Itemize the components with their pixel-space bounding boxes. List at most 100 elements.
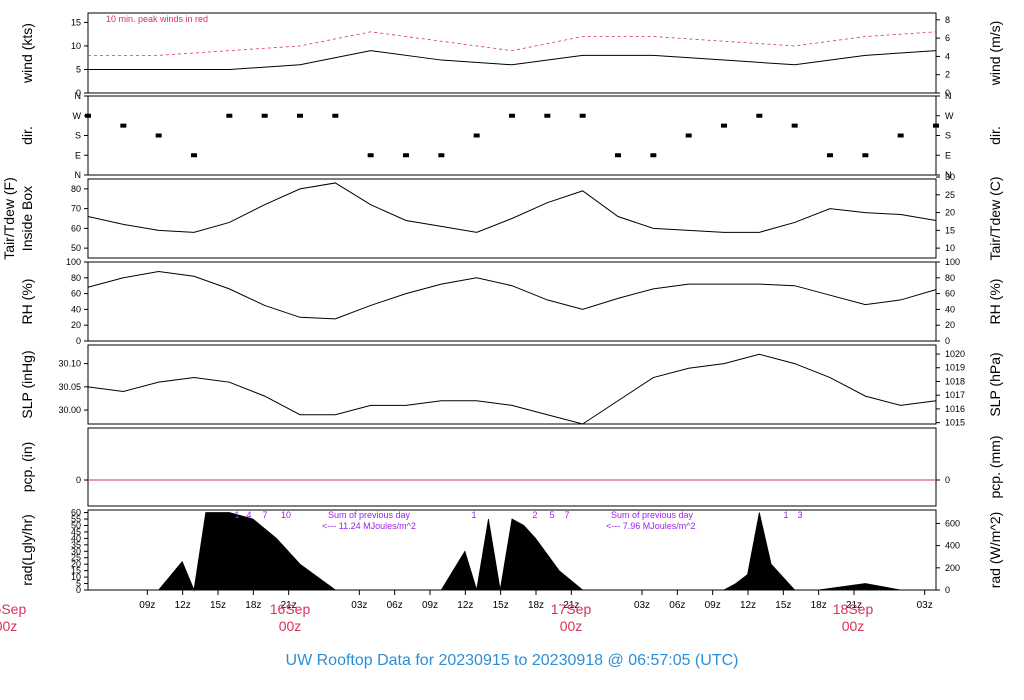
dir-point: [933, 123, 939, 128]
left-tick-label: 25: [71, 553, 81, 563]
series-line-temp: [87, 182, 937, 233]
panel-frame-wind: [87, 12, 937, 94]
x-tick-label: 21z: [846, 600, 862, 611]
dir-point: [473, 133, 480, 138]
right-tick-label: 200: [945, 563, 960, 573]
rad-sum1-b: <--- 11.24 MJoules/m^2: [322, 521, 416, 531]
radiation-area: [88, 512, 936, 592]
left-tick-label: 80: [71, 184, 81, 194]
ylabel-right-wind: wind (m/s): [987, 21, 1003, 87]
left-tick-label: 70: [71, 204, 81, 214]
right-tick-label: 30: [945, 172, 955, 182]
x-tick-label: 18z: [811, 600, 827, 611]
right-tick-label: 15: [945, 225, 955, 235]
left-tick-label: 0: [76, 585, 81, 595]
x-tick-label: 12z: [457, 600, 473, 611]
right-tick-label: 600: [945, 518, 960, 528]
dir-point: [155, 133, 162, 138]
dir-point: [791, 123, 798, 128]
right-tick-label: 1015: [945, 418, 965, 428]
left-tick-label: 40: [71, 533, 81, 543]
panel-frame-dir: [87, 95, 937, 176]
day-label-bottom: 00z: [279, 618, 302, 634]
dir-point: [226, 113, 233, 118]
uv-label: 2: [532, 510, 537, 520]
x-tick-label: 09z: [139, 600, 155, 611]
right-tick-label: 80: [945, 273, 955, 283]
ylabel-right-rad: rad (W/m^2): [987, 512, 1003, 589]
dir-point: [685, 133, 692, 138]
dir-point: [579, 113, 586, 118]
left-tick-label: N: [75, 91, 82, 101]
left-tick-label: 20: [71, 320, 81, 330]
series-line-wind: [88, 31, 937, 56]
panel-frames: [87, 12, 937, 591]
x-tick-label: 15z: [493, 600, 509, 611]
right-tick-label: 6: [945, 33, 950, 43]
uv-label: 1: [234, 510, 239, 520]
ylabel-right-pcp: pcp. (mm): [987, 436, 1003, 499]
left-tick-label: 50: [71, 243, 81, 253]
left-tick-label: 30.10: [58, 359, 81, 369]
dir-point: [756, 113, 763, 118]
axis-ticks: 05101502468NESWNNESWN5060708010152025300…: [58, 15, 965, 611]
dir-point: [438, 153, 445, 158]
left-tick-label: S: [75, 131, 81, 141]
uv-label: 4: [246, 510, 251, 520]
dir-point: [721, 123, 727, 128]
ylabel-right-dir: dir.: [987, 126, 1003, 145]
day-label-bottom: 00z: [0, 618, 17, 634]
x-tick-label: 15z: [775, 600, 791, 611]
dir-point: [509, 113, 515, 118]
x-tick-label: 18z: [245, 600, 261, 611]
left-tick-label: 5: [76, 579, 81, 589]
dir-point: [897, 133, 904, 138]
left-tick-label: 15: [71, 566, 81, 576]
ylabel-left-temp: Tair/Tdew (F): [1, 177, 17, 259]
right-tick-label: 4: [945, 51, 950, 61]
ylabel-left-rad: rad(Lgly/hr): [19, 514, 35, 586]
left-tick-label: 0: [76, 475, 81, 485]
dir-point: [367, 153, 374, 158]
right-tick-label: N: [945, 91, 952, 101]
right-tick-label: 1016: [945, 404, 965, 414]
right-tick-label: 10: [945, 243, 955, 253]
dir-point: [332, 113, 339, 118]
left-tick-label: 45: [71, 527, 81, 537]
left-tick-label: 0: [76, 336, 81, 346]
right-tick-label: N: [945, 170, 952, 180]
dir-point: [650, 153, 657, 158]
x-tick-label: 09z: [705, 600, 721, 611]
dir-point: [403, 153, 409, 158]
left-tick-label: 10: [71, 41, 81, 51]
dir-point: [297, 113, 303, 118]
dir-point: [191, 153, 197, 158]
left-tick-label: 30.00: [58, 405, 81, 415]
x-tick-label: 12z: [740, 600, 756, 611]
left-tick-label: 100: [66, 257, 81, 267]
right-tick-label: 60: [945, 289, 955, 299]
right-tick-label: W: [945, 111, 954, 121]
ylabel-left-b-temp: Inside Box: [19, 186, 35, 251]
dir-point: [827, 153, 833, 158]
x-tick-label: 21z: [563, 600, 579, 611]
ylabel-right-rh: RH (%): [987, 279, 1003, 325]
ylabel-right-temp: Tair/Tdew (C): [987, 176, 1003, 260]
left-tick-label: 5: [76, 64, 81, 74]
day-label-top: 15Sep: [0, 601, 26, 617]
ylabel-right-slp: SLP (hPa): [987, 352, 1003, 416]
right-tick-label: 2: [945, 70, 950, 80]
x-tick-label: 03z: [351, 600, 367, 611]
x-tick-label: 06z: [669, 600, 685, 611]
left-tick-label: E: [75, 150, 81, 160]
ylabel-left-dir: dir.: [19, 126, 35, 145]
panel-frame-rh: [87, 261, 937, 342]
dir-point: [862, 153, 869, 158]
panel-frame-pcp: [87, 427, 937, 507]
panel-frame-slp: [87, 344, 937, 425]
right-tick-label: 20: [945, 208, 955, 218]
left-tick-label: 20: [71, 559, 81, 569]
x-tick-label: 03z: [917, 600, 933, 611]
uv-label: 5: [549, 510, 554, 520]
